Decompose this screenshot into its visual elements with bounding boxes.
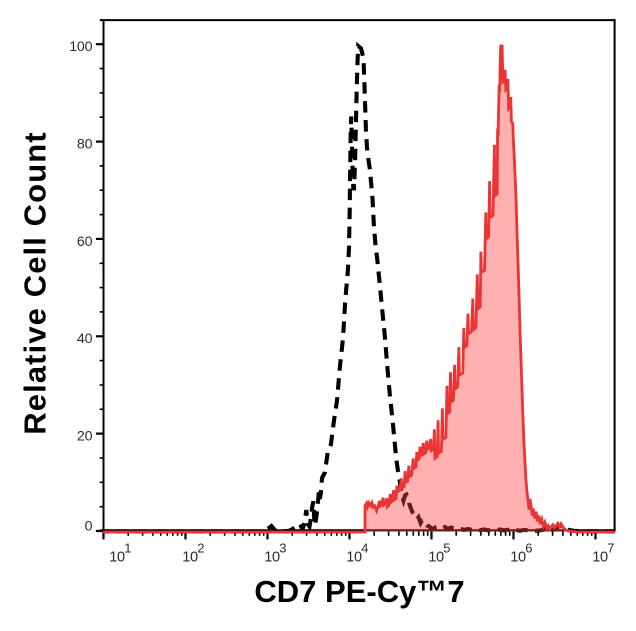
svg-text:10: 10: [346, 549, 362, 565]
svg-text:6: 6: [525, 541, 532, 556]
svg-text:10: 10: [510, 549, 526, 565]
svg-text:4: 4: [361, 541, 368, 556]
svg-text:10: 10: [592, 549, 608, 565]
svg-text:60: 60: [77, 234, 93, 250]
svg-text:10: 10: [264, 549, 280, 565]
svg-text:20: 20: [77, 429, 93, 445]
svg-text:10: 10: [428, 549, 444, 565]
svg-text:1: 1: [124, 541, 131, 556]
svg-text:10: 10: [109, 549, 125, 565]
svg-text:80: 80: [77, 137, 93, 153]
svg-text:2: 2: [197, 541, 204, 556]
svg-text:Relative Cell Count: Relative Cell Count: [18, 131, 53, 434]
svg-text:0: 0: [85, 519, 93, 535]
svg-text:CD7 PE-Cy™7: CD7 PE-Cy™7: [254, 574, 464, 609]
svg-text:10: 10: [182, 549, 198, 565]
svg-text:40: 40: [77, 331, 93, 347]
svg-text:5: 5: [443, 541, 450, 556]
svg-text:3: 3: [279, 541, 286, 556]
svg-text:100: 100: [69, 39, 92, 55]
svg-text:7: 7: [607, 541, 614, 556]
